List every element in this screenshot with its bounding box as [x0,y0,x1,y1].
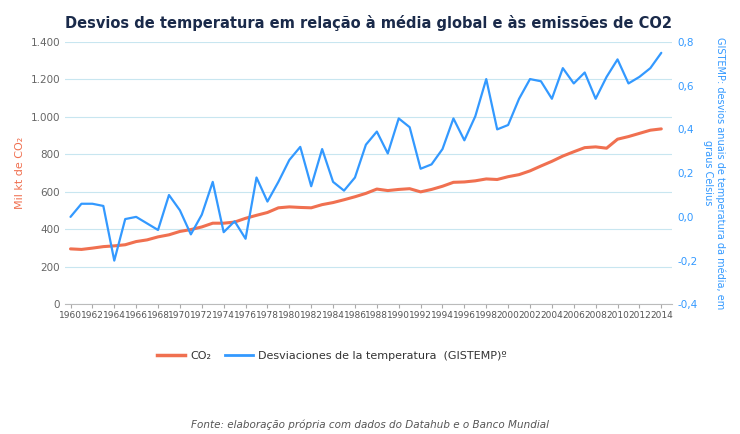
Y-axis label: GISTEMP: desvios anuais de temperatura da média, em
graus Celsius: GISTEMP: desvios anuais de temperatura d… [703,37,725,309]
Text: Fonte: elaboração própria com dados do Datahub e o Banco Mundial: Fonte: elaboração própria com dados do D… [191,419,549,430]
Title: Desvios de temperatura em relação à média global e às emissões de CO2: Desvios de temperatura em relação à médi… [65,15,672,31]
Y-axis label: Mil kt de CO₂: Mil kt de CO₂ [15,137,25,209]
Legend: CO₂, Desviaciones de la temperatura  (GISTEMP)º: CO₂, Desviaciones de la temperatura (GIS… [153,347,511,365]
